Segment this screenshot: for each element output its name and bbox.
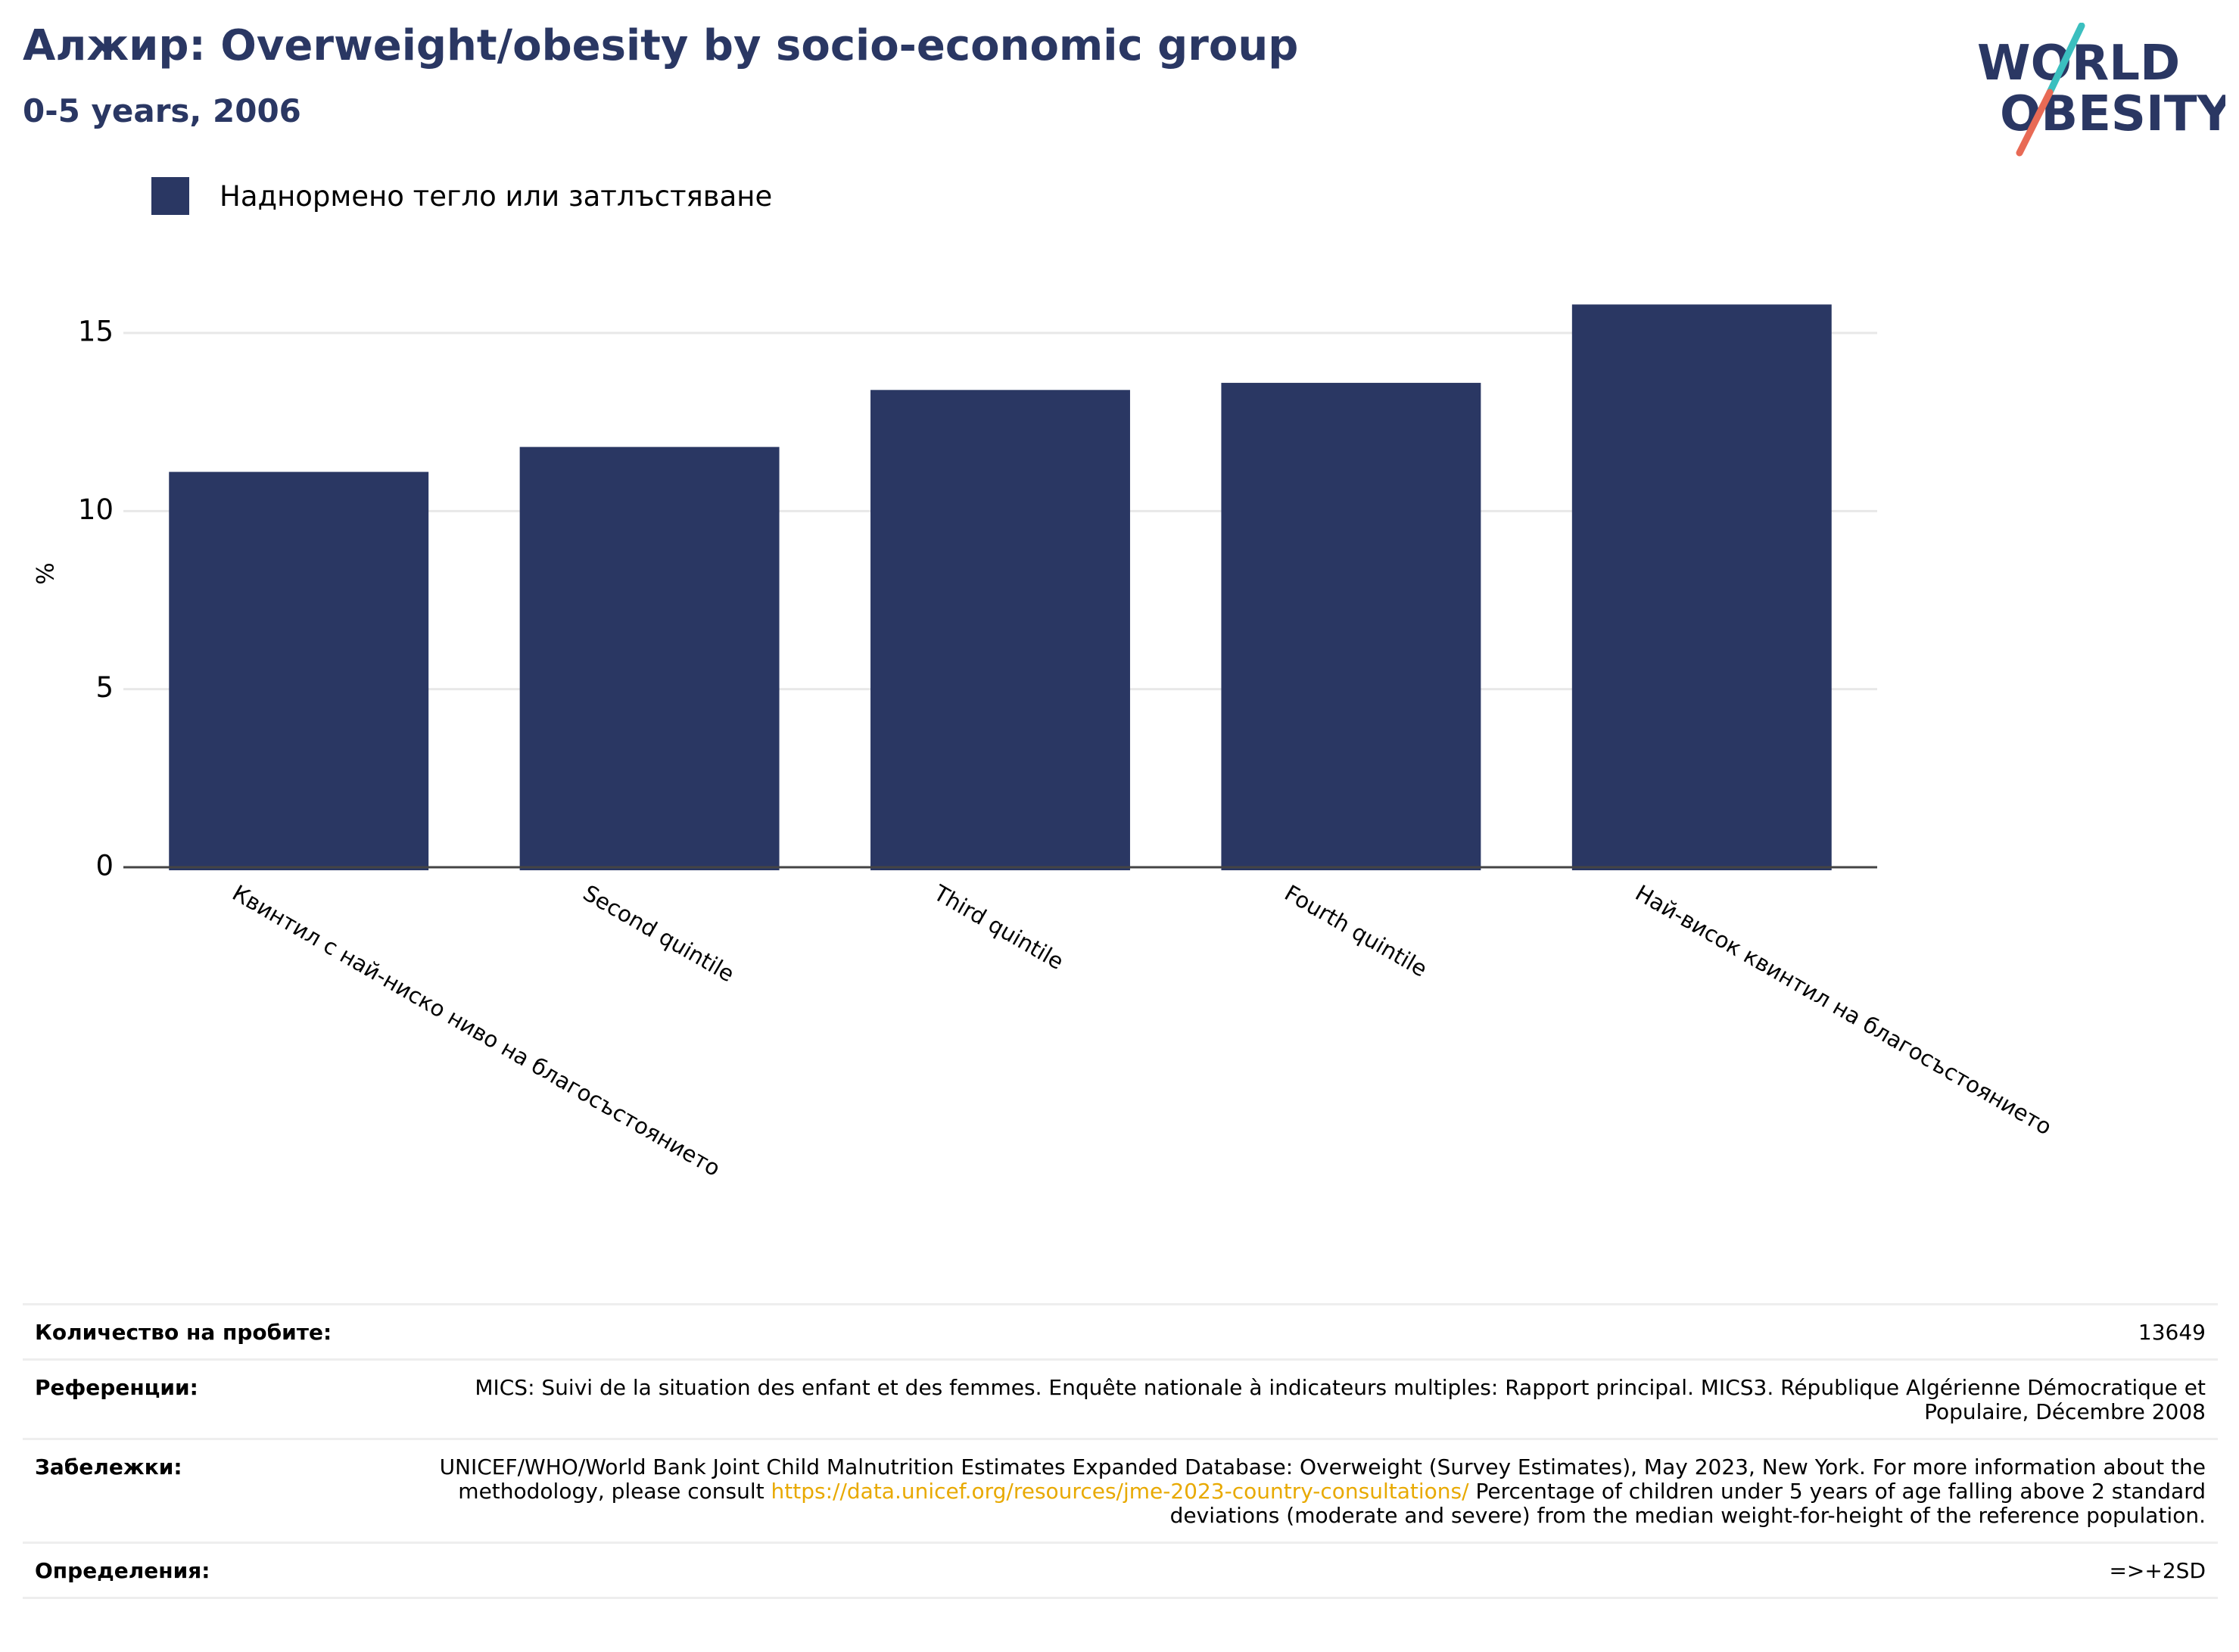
notes-link[interactable]: https://data.unicef.org/resources/jme-20… [771,1479,1469,1504]
bar [1221,382,1481,871]
legend: Наднормено тегло или затлъстяване [151,177,772,215]
y-tick-label: 5 [95,671,114,704]
legend-label: Наднормено тегло или затлъстяване [220,179,773,213]
definitions-value: =>+2SD [2109,1558,2206,1583]
y-axis-label: % [33,562,60,584]
world-obesity-logo: WORLD OBESITY [1977,23,2225,157]
sample-size-label: Количество на пробите: [35,1320,332,1345]
bar [519,446,780,870]
x-tick-label: Най-висок квинтил на благосъстоянието [1631,880,2057,1140]
bar [1571,304,1832,870]
info-row-sample-size: Количество на пробите: 13649 [23,1304,2218,1360]
logo-slash-bottom [2016,89,2054,157]
logo-text-world: WORLD [1977,36,2180,92]
x-tick-labels: Квинтил с най-ниско ниво на благосъстоян… [228,879,2056,1181]
notes-label: Забележки: [35,1454,182,1479]
bar-chart: 0 5 10 15 Квинтил с най-ниско ниво на благо… [33,304,2057,1181]
x-tick-label: Second quintile [579,880,739,988]
info-row-definitions: Определения: =>+2SD [23,1542,2218,1598]
bar [870,390,1130,870]
definitions-label: Определения: [35,1558,210,1583]
chart-subtitle: 0-5 years, 2006 [23,92,301,129]
y-tick-labels: 0 5 10 15 [78,316,114,882]
y-tick-label: 0 [95,850,114,882]
y-tick-label: 10 [78,493,114,526]
chart-title: Алжир: Overweight/obesity by socio-econo… [23,21,1299,70]
bars [123,304,1877,871]
x-tick-label: Third quintile [929,879,1068,975]
logo-slash-top [2046,23,2085,96]
sample-size-value: 13649 [2138,1320,2206,1345]
bar [169,471,429,870]
y-tick-label: 15 [78,316,114,348]
notes-text-after: Percentage of children under 5 years of … [1169,1479,2206,1528]
references-value: MICS: Suivi de la situation des enfant e… [475,1375,2206,1424]
info-table: Количество на пробите: 13649 Референции:… [23,1303,2218,1599]
references-label: Референции: [35,1375,198,1400]
notes-text-before: UNICEF/WHO/World Bank Joint Child Malnut… [439,1454,2206,1504]
info-row-references: Референции: MICS: Suivi de la situation … [23,1359,2218,1439]
x-tick-label: Fourth quintile [1280,880,1431,982]
legend-swatch [151,177,189,215]
notes-value: UNICEF/WHO/World Bank Joint Child Malnut… [425,1439,2218,1543]
info-row-notes: Забележки: UNICEF/WHO/World Bank Joint C… [23,1439,2218,1543]
